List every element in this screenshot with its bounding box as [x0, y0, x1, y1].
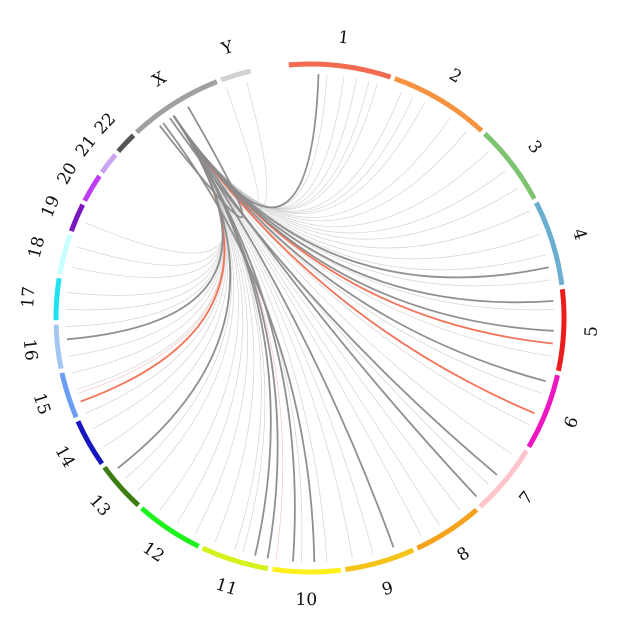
- link-326-287: [76, 115, 225, 266]
- chromosome-label-X: X: [149, 67, 171, 91]
- chromosome-arc-19: [68, 203, 85, 232]
- chromosome-label-8: 8: [454, 543, 474, 566]
- chromosome-label-9: 9: [380, 578, 396, 600]
- chromosome-label-1: 1: [337, 27, 350, 48]
- link-326-190: [172, 115, 279, 559]
- chromosome-arc-2: [393, 76, 484, 133]
- chromosome-label-15: 15: [29, 391, 55, 418]
- chromosome-label-10: 10: [295, 590, 317, 610]
- chromosome-label-4: 4: [568, 226, 590, 242]
- chromosome-label-7: 7: [516, 488, 538, 509]
- chromosome-label-20: 20: [53, 159, 81, 188]
- chromosome-arc-16: [53, 324, 64, 370]
- chromosome-label-5: 5: [581, 326, 601, 338]
- chromosome-label-19: 19: [37, 193, 64, 221]
- chromosome-arc-Y: [220, 68, 252, 83]
- chromosome-arc-11: [201, 545, 269, 571]
- chromosome-arc-18: [57, 234, 73, 275]
- chromosome-arc-14: [75, 420, 104, 466]
- chromosome-label-17: 17: [18, 286, 40, 309]
- link-322-330: [159, 106, 244, 219]
- chromosome-arc-4: [534, 201, 565, 286]
- link-326-182: [173, 115, 303, 562]
- chromosome-label-12: 12: [139, 538, 168, 567]
- chromosome-arc-7: [478, 449, 529, 509]
- chromosome-label-11: 11: [213, 575, 240, 601]
- link-326-11: [173, 78, 357, 209]
- chromosome-label-18: 18: [25, 234, 50, 260]
- chromosome-arc-22: [116, 133, 136, 154]
- link-326-14: [173, 81, 370, 210]
- chromosome-arc-5: [556, 288, 567, 372]
- link-326-105: [172, 115, 546, 383]
- link-326-124: [173, 115, 513, 455]
- chromosome-arc-3: [483, 131, 537, 200]
- chromosome-arc-13: [102, 465, 141, 508]
- link-326-86: [172, 115, 554, 304]
- link-325-130: [169, 117, 498, 476]
- chromosome-label-21: 21: [72, 132, 101, 161]
- chromosome-ring: [53, 61, 567, 575]
- chromosome-arc-17: [53, 277, 62, 321]
- chromosome-label-6: 6: [561, 414, 584, 431]
- chromosome-label-13: 13: [85, 491, 114, 520]
- link-326-16: [173, 83, 378, 210]
- links-layer: [66, 74, 554, 563]
- link-326-265: [66, 115, 224, 341]
- chromosome-arc-1: [288, 61, 392, 80]
- link-326-133: [173, 115, 489, 485]
- link-326-22: [173, 91, 402, 212]
- chromosome-arc-6: [526, 374, 560, 449]
- chromosome-arc-20: [82, 174, 102, 202]
- chromosome-arc-8: [416, 507, 479, 551]
- chromosome-label-16: 16: [19, 338, 41, 362]
- link-326-137: [172, 115, 478, 498]
- chromosome-label-2: 2: [445, 65, 465, 88]
- chromosome-arc-15: [59, 372, 79, 419]
- chromosome-arc-12: [140, 506, 200, 549]
- chromosome-arc-9: [345, 547, 415, 573]
- chromosome-arc-X: [135, 79, 218, 135]
- link-326-170: [173, 115, 353, 559]
- chromosome-label-22: 22: [91, 109, 120, 138]
- chromosome-arc-21: [99, 153, 118, 174]
- link-326-28: [173, 102, 425, 214]
- chromosome-label-3: 3: [523, 137, 545, 158]
- chromosome-label-14: 14: [51, 443, 79, 472]
- chromosome-arc-10: [272, 566, 342, 575]
- chromosome-label-Y: Y: [218, 37, 236, 60]
